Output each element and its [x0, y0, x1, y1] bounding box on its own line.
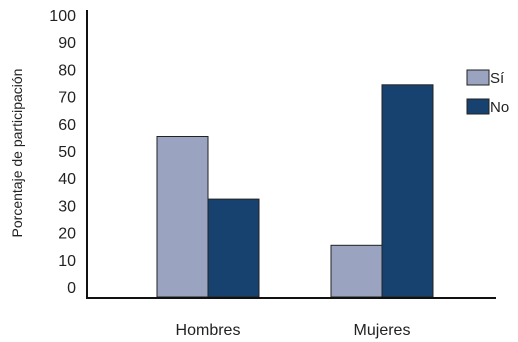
legend-swatch	[466, 69, 490, 86]
y-tick-label: 10	[58, 253, 76, 270]
y-tick-label: 80	[58, 62, 76, 79]
y-tick-labels: 0 10 20 30 40 50 60 70 80 90 100	[49, 8, 76, 297]
y-tick-label: 30	[58, 198, 76, 215]
x-tick-labels: Hombres Mujeres	[176, 322, 411, 339]
x-tick-label: Hombres	[176, 322, 241, 339]
y-axis-label: Porcentaje de participación	[9, 69, 25, 238]
y-tick-label: 100	[49, 8, 76, 25]
legend: Sí No	[466, 69, 509, 116]
bars	[156, 84, 434, 298]
bar-mujeres-no	[381, 84, 434, 298]
bar-hombres-si	[156, 136, 209, 298]
legend-label: Sí	[490, 70, 505, 87]
legend-label: No	[490, 99, 509, 116]
bar-mujeres-si	[330, 244, 383, 298]
bar-hombres-no	[207, 198, 260, 298]
y-tick-label: 90	[58, 35, 76, 52]
y-tick-label: 70	[58, 90, 76, 107]
y-tick-label: 40	[58, 171, 76, 188]
x-tick-label: Mujeres	[354, 322, 411, 339]
legend-swatch	[466, 98, 490, 115]
y-tick-label: 0	[67, 280, 76, 297]
y-tick-label: 60	[58, 117, 76, 134]
y-tick-label: 50	[58, 144, 76, 161]
y-tick-label: 20	[58, 226, 76, 243]
